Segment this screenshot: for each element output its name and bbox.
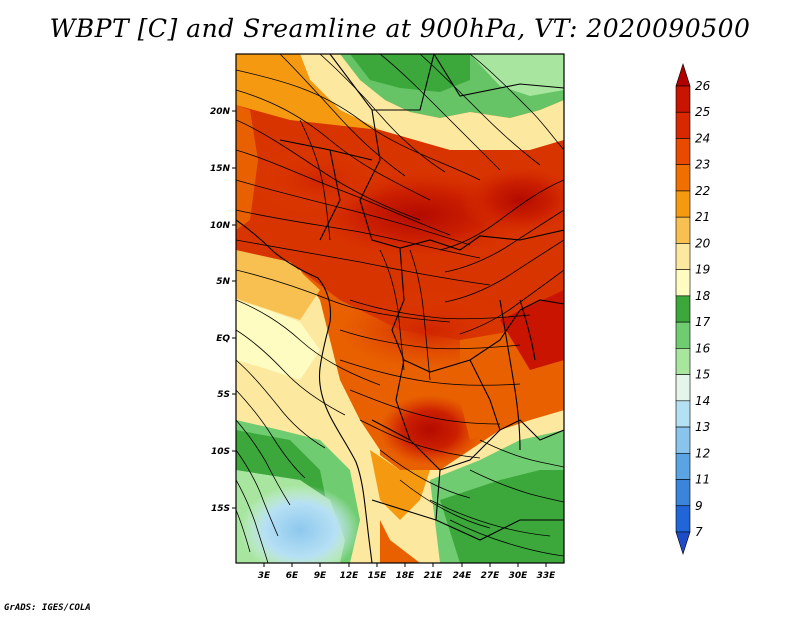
chart-title: WBPT [C] and Sreamline at 900hPa, VT: 20… xyxy=(49,14,751,43)
lon-label: 12E xyxy=(340,571,360,581)
lon-label: 33E xyxy=(537,571,557,581)
lon-label: 9E xyxy=(314,571,327,581)
lon-label: 21E xyxy=(424,571,444,581)
lat-label: 15S xyxy=(211,504,230,514)
colorbar-level-label: 19 xyxy=(695,263,710,277)
colorbar-level-label: 23 xyxy=(695,158,710,172)
lat-label: 5S xyxy=(217,390,230,400)
lat-label: 10S xyxy=(211,447,230,457)
streamlines xyxy=(236,54,564,563)
colorbar-level-label: 9 xyxy=(695,499,703,513)
colorbar-level-label: 11 xyxy=(695,473,710,487)
wbpt-shading xyxy=(236,54,564,563)
colorbar-segment xyxy=(675,243,691,270)
colorbar-level-label: 17 xyxy=(695,315,711,329)
colorbar-level-label: 16 xyxy=(695,341,711,355)
colorbar-level-label: 14 xyxy=(695,394,710,408)
colorbar-underflow-triangle xyxy=(675,531,691,555)
lon-label: 27E xyxy=(481,571,501,581)
colorbar-segment xyxy=(675,479,691,507)
colorbar-segment xyxy=(675,85,691,113)
lon-label: 24E xyxy=(453,571,473,581)
colorbar-level-label: 24 xyxy=(695,131,710,145)
latitude-axis: 20N 15N 10N 5N EQ 5S 10S 15S xyxy=(210,107,236,514)
colorbar-segment xyxy=(675,295,691,323)
lat-label: 15N xyxy=(210,164,231,174)
colorbar-segment xyxy=(675,321,691,349)
lat-label: EQ xyxy=(216,334,230,344)
lat-label: 5N xyxy=(216,277,230,287)
longitude-axis: 3E 6E 9E 12E 15E 18E 21E 24E 27E 30E 33E xyxy=(258,563,556,581)
colorbar-level-label: 13 xyxy=(695,420,710,434)
colorbar-overflow-triangle xyxy=(675,63,691,87)
colorbar-segment xyxy=(675,505,691,533)
lat-label: 20N xyxy=(210,107,231,117)
colorbar-segment xyxy=(675,111,691,139)
colorbar-segment xyxy=(675,374,691,402)
lat-label: 10N xyxy=(210,221,231,231)
colorbar-level-label: 20 xyxy=(695,236,711,250)
colorbar-level-label: 12 xyxy=(695,446,710,460)
colorbar-level-label: 7 xyxy=(695,525,703,539)
colorbar-segment xyxy=(675,164,691,192)
colorbar-level-label: 26 xyxy=(695,79,711,93)
colorbar-segment xyxy=(675,190,691,218)
colorbar-segment xyxy=(675,348,691,375)
country-borders xyxy=(236,54,564,563)
lon-label: 3E xyxy=(258,571,271,581)
colorbar: 26 25 24 23 22 21 20 19 18 17 16 15 14 13 12 11 9 7 xyxy=(675,63,711,555)
lon-label: 6E xyxy=(286,571,299,581)
lon-label: 15E xyxy=(368,571,388,581)
colorbar-segment xyxy=(675,426,691,454)
colorbar-level-label: 21 xyxy=(695,210,710,224)
colorbar-level-label: 25 xyxy=(695,105,710,119)
colorbar-level-label: 22 xyxy=(695,184,710,198)
lon-label: 18E xyxy=(396,571,416,581)
footer-credit: GrADS: IGES/COLA xyxy=(4,603,91,613)
map-frame xyxy=(235,53,565,564)
colorbar-level-label: 15 xyxy=(695,368,710,382)
colorbar-segment xyxy=(675,138,691,166)
colorbar-segment xyxy=(675,400,691,428)
lon-label: 30E xyxy=(509,571,529,581)
colorbar-level-label: 18 xyxy=(695,289,711,303)
colorbar-segment xyxy=(675,452,691,480)
colorbar-segment xyxy=(675,269,691,297)
colorbar-segment xyxy=(675,216,691,244)
